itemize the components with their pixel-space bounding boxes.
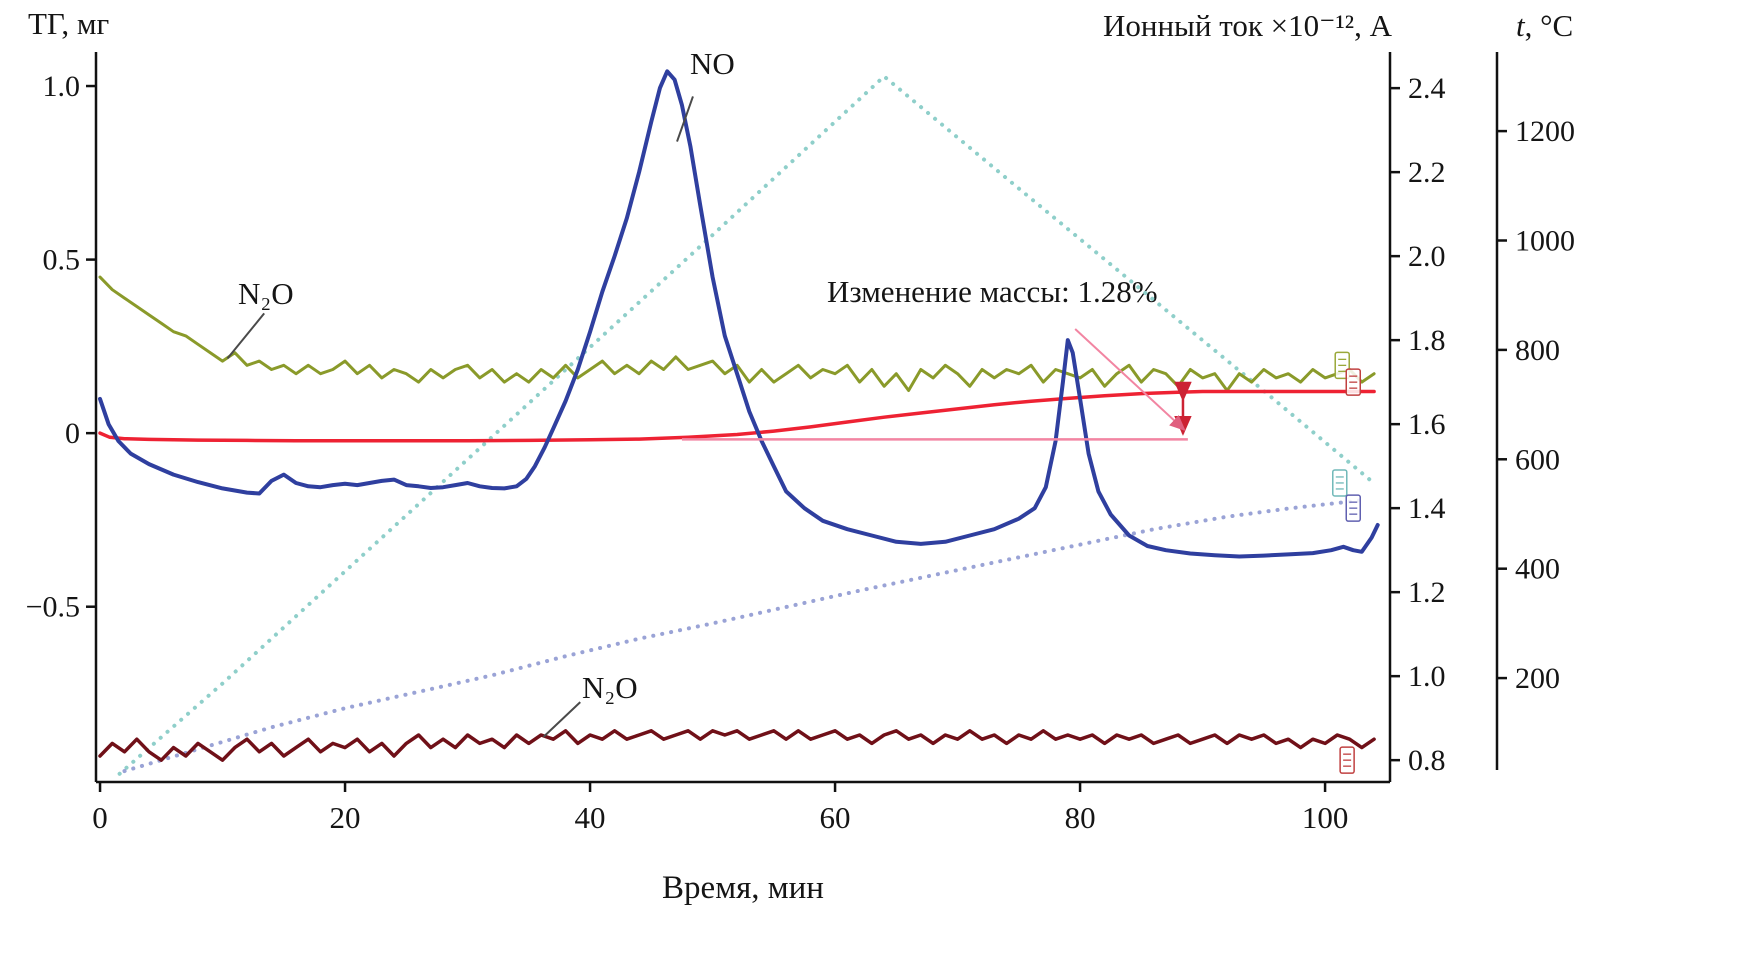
- annotation-n2o-lower: N₂O: [582, 670, 638, 705]
- series-N2O-ion-current-upper: [98, 275, 1376, 392]
- x-axis-tick-label: 20: [330, 800, 361, 835]
- curve-end-tag: [1345, 494, 1361, 522]
- leader-no-label: [676, 96, 694, 142]
- temp-axis-tick-label: 400: [1515, 553, 1560, 586]
- ion-axis-tick-label: 2.2: [1408, 156, 1446, 189]
- annotation-mass-change: Изменение массы: 1.28%: [827, 274, 1158, 309]
- annotation-n2o-upper: N₂O: [238, 276, 294, 311]
- annotation-no: NO: [690, 46, 735, 81]
- series-N2O-ion-current-lower: [98, 729, 1376, 762]
- left-axis-title: ТГ, мг: [28, 6, 110, 41]
- x-axis-tick-label: 80: [1065, 800, 1096, 835]
- ion-axis-tick-label: 1.0: [1408, 660, 1446, 693]
- temperature-axis-title-italic: t: [1516, 8, 1525, 43]
- temperature-axis-title-rest: , °C: [1524, 8, 1574, 43]
- curve-end-tag: [1345, 368, 1361, 396]
- x-axis-tick-label: 100: [1302, 800, 1349, 835]
- ion-axis-tick-label: 2.0: [1408, 240, 1446, 273]
- temp-axis-tick-label: 600: [1515, 443, 1560, 476]
- temp-axis-tick-label: 1000: [1515, 225, 1575, 258]
- curve-end-tag: [1332, 469, 1348, 497]
- ion-axis-tick-label: 2.4: [1408, 72, 1446, 105]
- left-axis-tick-label: 0.5: [43, 244, 81, 277]
- x-axis-tick-label: 60: [820, 800, 851, 835]
- ion-axis-tick-label: 0.8: [1408, 744, 1446, 777]
- series-TG-mass-curve: [98, 389, 1376, 443]
- temp-axis-tick-label: 1200: [1515, 115, 1575, 148]
- ion-axis-tick-label: 1.6: [1408, 408, 1446, 441]
- leader-mass-change-label: [1074, 328, 1186, 432]
- ion-current-axis-title: Ионный ток ×10⁻¹², А: [1102, 8, 1392, 43]
- left-axis-tick-label: −0.5: [26, 591, 80, 624]
- x-axis-tick-label: 0: [92, 800, 108, 835]
- curve-end-tag: [1339, 746, 1355, 774]
- x-axis-title: Время, мин: [662, 870, 824, 906]
- series-NO-ion-current: [98, 69, 1380, 559]
- leader-n2o-upper-label: [226, 312, 265, 360]
- left-axis-tick-label: 1.0: [43, 70, 81, 103]
- ion-axis-tick-label: 1.8: [1408, 324, 1446, 357]
- temp-axis-tick-label: 200: [1515, 662, 1560, 695]
- left-axis-tick-label: 0: [65, 417, 80, 450]
- ion-axis-tick-label: 1.2: [1408, 576, 1446, 609]
- series-dotted-line-secondary: [122, 498, 1364, 774]
- temp-axis-tick-label: 800: [1515, 334, 1560, 367]
- leader-n2o-lower-label: [542, 701, 581, 738]
- x-axis-tick-label: 40: [575, 800, 606, 835]
- ion-axis-tick-label: 1.4: [1408, 492, 1446, 525]
- temperature-axis-title: t, °C: [1516, 8, 1573, 44]
